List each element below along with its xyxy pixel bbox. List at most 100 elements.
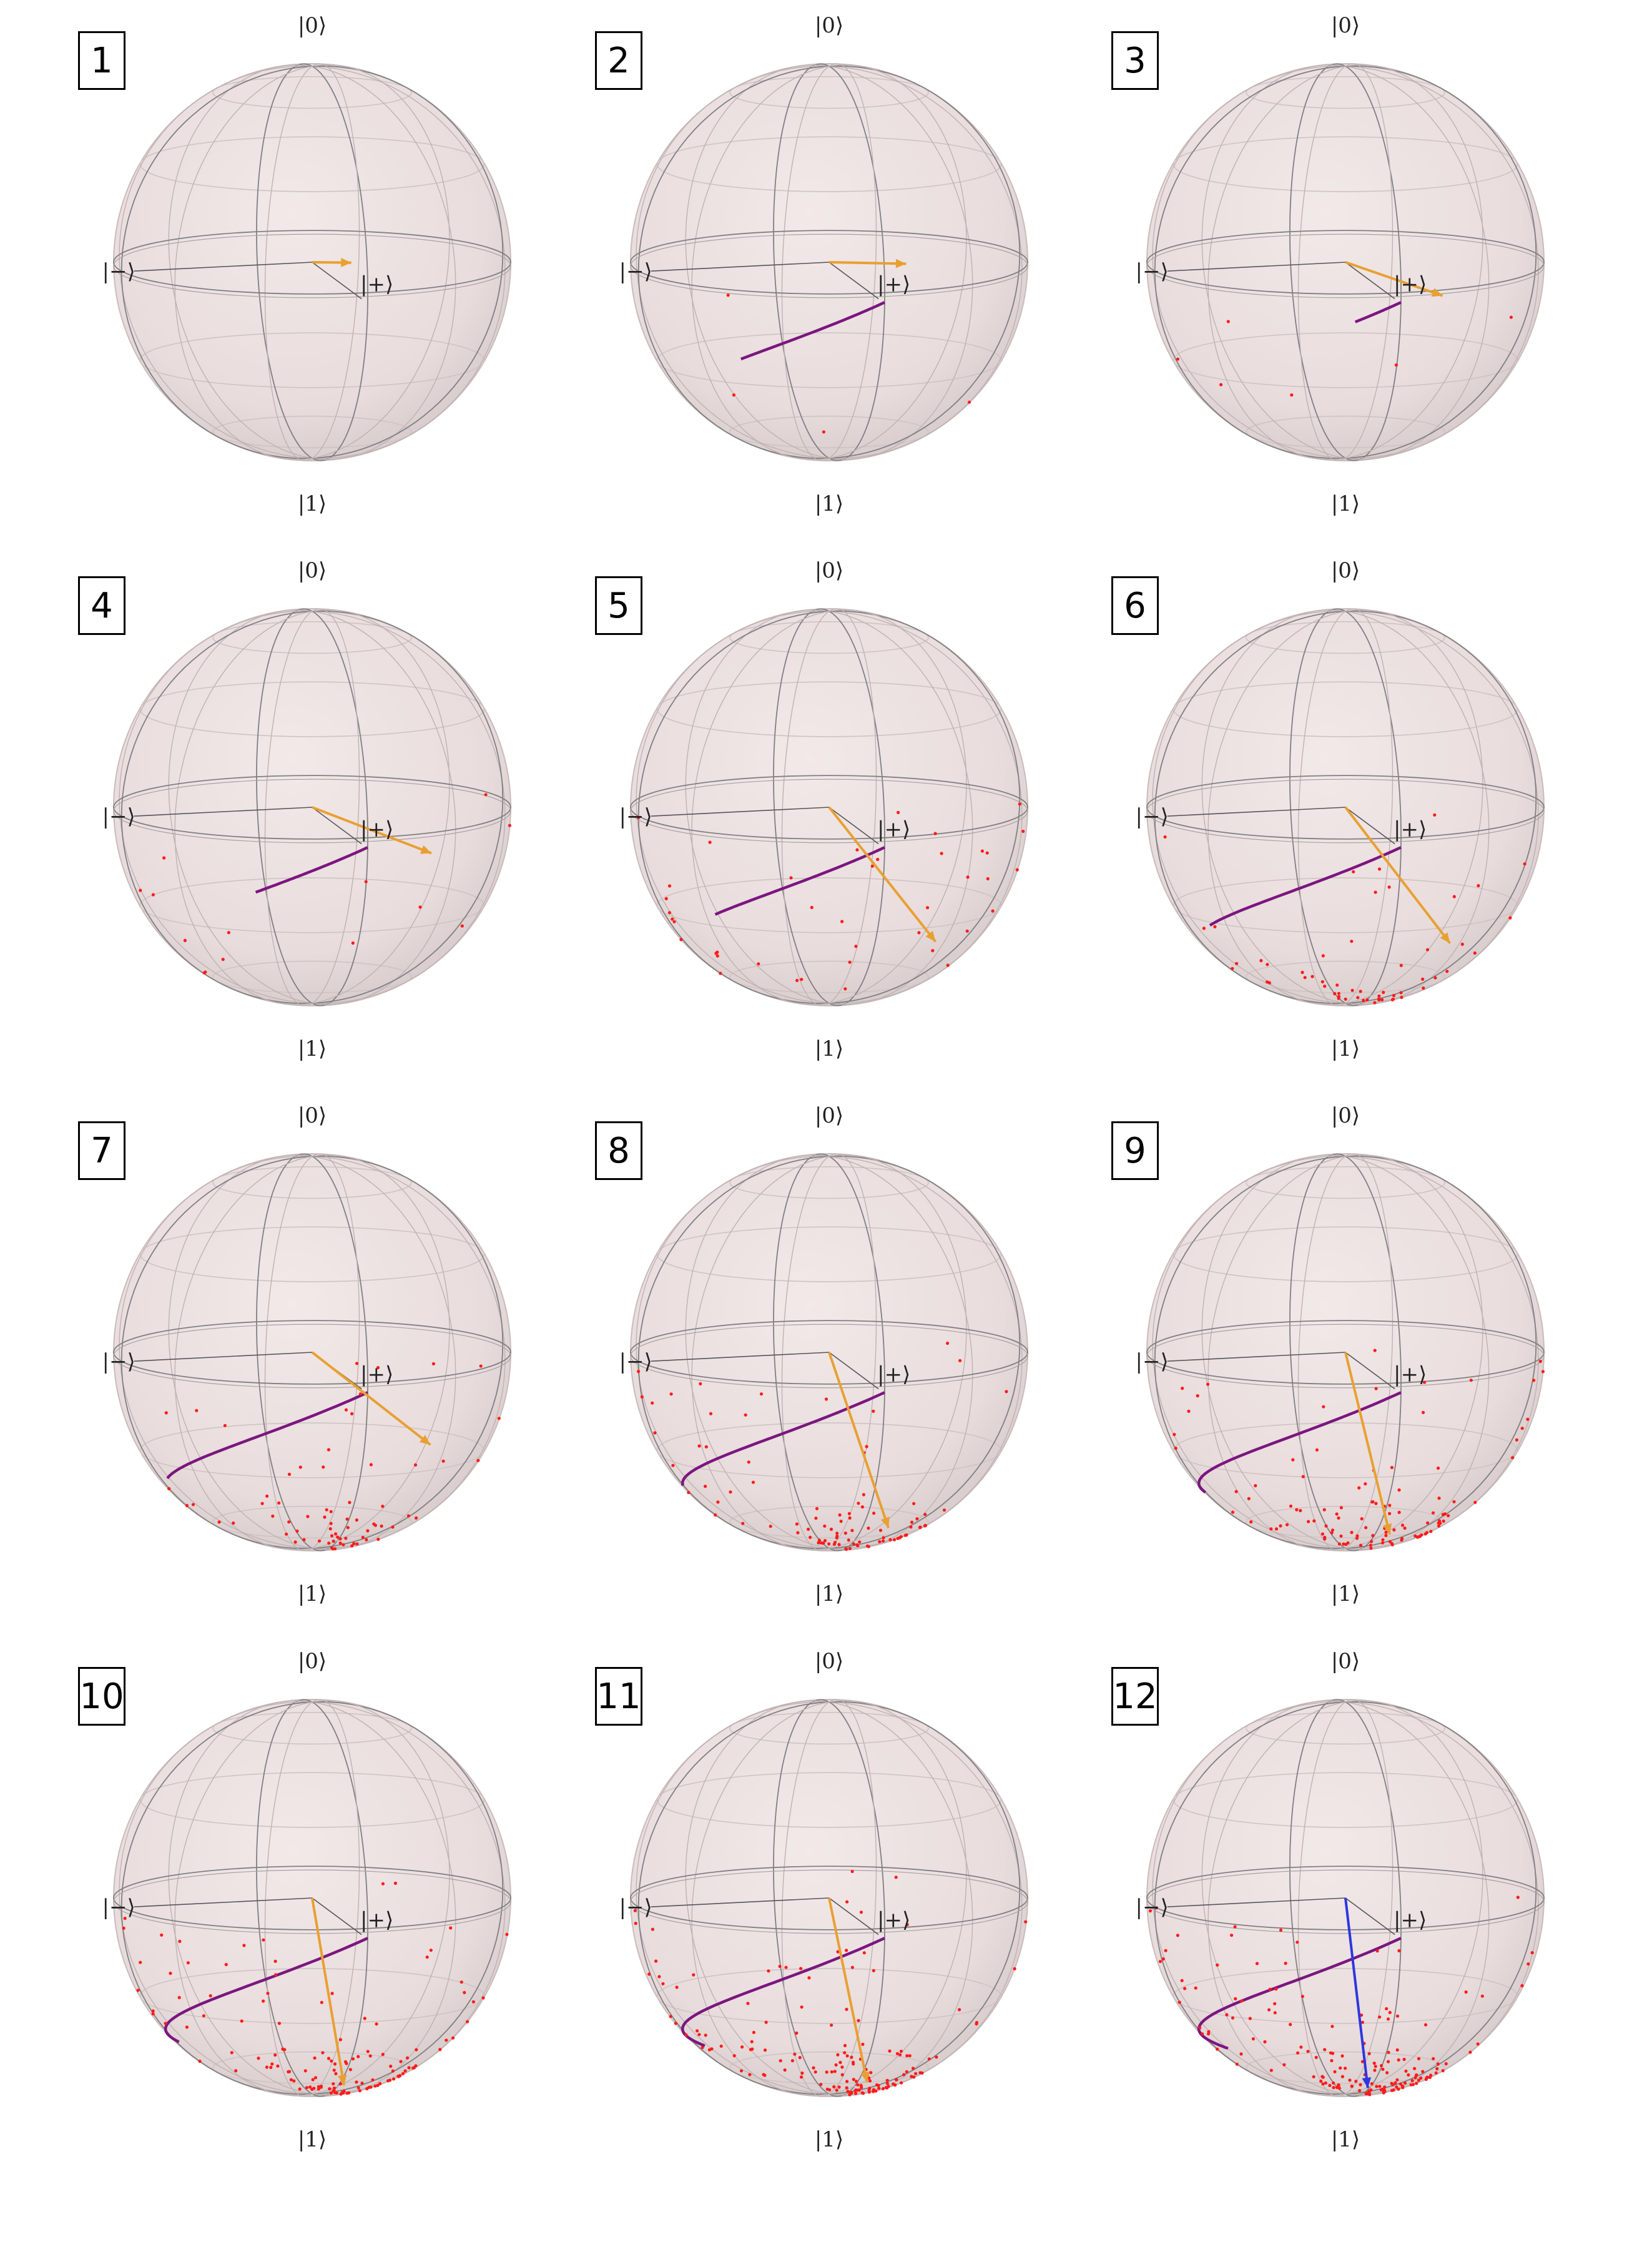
ket-minus-label: |−⟩ [1136, 259, 1169, 284]
ket-zero-label: |0⟩ [298, 558, 327, 583]
y-axis [134, 1897, 313, 1907]
bloch-panel-11: |0⟩ |1⟩ |+⟩ |−⟩ 11 [573, 1636, 1085, 2173]
sphere-grid [113, 1153, 511, 1551]
state-vector-head [860, 2071, 870, 2083]
y-axis [134, 262, 313, 272]
ket-one-label: |1⟩ [815, 1581, 843, 1606]
equator [113, 1866, 511, 1930]
state-vector [1344, 806, 1452, 945]
state-vector-head [1431, 288, 1443, 297]
bloch-sphere: |0⟩ |1⟩ |+⟩ |−⟩ [1136, 1103, 1545, 1606]
y-axis [651, 1897, 830, 1907]
ket-plus-label: |+⟩ [360, 817, 393, 842]
ket-minus-label: |−⟩ [619, 259, 652, 284]
trajectory-path [1197, 1391, 1402, 1494]
bloch-panel-4: |0⟩ |1⟩ |+⟩ |−⟩ 4 [56, 545, 568, 1082]
state-vector [828, 806, 937, 943]
x-axis [312, 1897, 362, 1935]
sample-points [1173, 1349, 1545, 1550]
x-axis [828, 262, 879, 300]
panel-index-label: 1 [78, 31, 125, 90]
ket-one-label: |1⟩ [1331, 491, 1360, 516]
ket-minus-label: |−⟩ [619, 1349, 652, 1374]
state-vector-head [1382, 1523, 1392, 1535]
sample-points [633, 1869, 1028, 2097]
bloch-sphere: |0⟩ |1⟩ |+⟩ |−⟩ [619, 1649, 1028, 2152]
ket-zero-label: |0⟩ [815, 13, 843, 38]
x-axis [1345, 1352, 1395, 1390]
ket-one-label: |1⟩ [1331, 1036, 1360, 1061]
ket-plus-label: |+⟩ [1394, 817, 1427, 842]
ket-one-label: |1⟩ [298, 1581, 327, 1606]
x-axis [828, 807, 879, 845]
ket-minus-label: |−⟩ [102, 1895, 135, 1920]
bloch-sphere: |0⟩ |1⟩ |+⟩ |−⟩ [1136, 1649, 1545, 2152]
ket-minus-label: |−⟩ [619, 1895, 652, 1920]
x-axis [828, 1897, 879, 1935]
sphere-grid [113, 63, 511, 461]
bloch-sphere: |0⟩ |1⟩ |+⟩ |−⟩ [1136, 558, 1545, 1061]
trajectory-path [255, 846, 368, 894]
x-axis [1345, 807, 1395, 845]
ket-one-label: |1⟩ [1331, 1581, 1360, 1606]
equator [630, 230, 1028, 295]
state-vector-head [1440, 932, 1450, 943]
equator [1146, 775, 1545, 840]
y-axis [651, 1352, 830, 1362]
bloch-panel-7: |0⟩ |1⟩ |+⟩ |−⟩ 7 [56, 1090, 568, 1627]
sample-points [1148, 1895, 1534, 2097]
state-vector [311, 1897, 345, 2086]
ket-one-label: |1⟩ [815, 1036, 843, 1061]
ket-one-label: |1⟩ [298, 491, 327, 516]
ket-plus-label: |+⟩ [877, 1908, 910, 1933]
panel-index-label: 8 [595, 1121, 642, 1180]
sample-points [139, 793, 512, 975]
bloch-panel-3: |0⟩ |1⟩ |+⟩ |−⟩ 3 [1089, 0, 1601, 537]
ket-zero-label: |0⟩ [815, 1103, 843, 1128]
sample-points [122, 1881, 509, 2096]
ket-minus-label: |−⟩ [102, 804, 135, 829]
bloch-sphere: |0⟩ |1⟩ |+⟩ |−⟩ [102, 1103, 511, 1606]
sample-points [726, 293, 971, 434]
equator [630, 1866, 1028, 1930]
ket-one-label: |1⟩ [298, 1036, 327, 1061]
ket-plus-label: |+⟩ [1394, 272, 1427, 297]
ket-zero-label: |0⟩ [298, 1649, 327, 1674]
trajectory-path [740, 301, 885, 361]
ket-zero-label: |0⟩ [1331, 1649, 1360, 1674]
y-axis [134, 1352, 313, 1362]
x-axis [1345, 262, 1395, 300]
bloch-sphere: |0⟩ |1⟩ |+⟩ |−⟩ [102, 13, 511, 516]
ket-minus-label: |−⟩ [102, 259, 135, 284]
equator [113, 775, 511, 840]
y-axis [1167, 807, 1346, 817]
y-axis [134, 807, 313, 817]
ket-plus-label: |+⟩ [877, 1362, 910, 1387]
panel-index-label: 7 [78, 1121, 125, 1180]
trajectory-path [164, 1937, 368, 2043]
x-axis [312, 262, 362, 300]
bloch-panel-1: |0⟩ |1⟩ |+⟩ |−⟩ 1 [56, 0, 568, 537]
y-axis [1167, 262, 1346, 272]
sample-points [1163, 813, 1527, 1005]
ket-one-label: |1⟩ [815, 491, 843, 516]
bloch-panel-12: |0⟩ |1⟩ |+⟩ |−⟩ 12 [1089, 1636, 1601, 2173]
ket-zero-label: |0⟩ [1331, 13, 1360, 38]
ket-minus-label: |−⟩ [1136, 804, 1169, 829]
bloch-sphere: |0⟩ |1⟩ |+⟩ |−⟩ [619, 1103, 1028, 1606]
bloch-panel-6: |0⟩ |1⟩ |+⟩ |−⟩ 6 [1089, 545, 1601, 1082]
ket-one-label: |1⟩ [815, 2127, 843, 2152]
ket-plus-label: |+⟩ [360, 272, 393, 297]
sample-points [164, 1362, 501, 1551]
trajectory-path [166, 1391, 368, 1480]
state-vector [311, 1351, 431, 1446]
bloch-sphere: |0⟩ |1⟩ |+⟩ |−⟩ [619, 558, 1028, 1061]
state-vector-head [1362, 2077, 1372, 2088]
sphere-grid [1146, 1153, 1545, 1551]
state-vector [1344, 1352, 1391, 1535]
ket-plus-label: |+⟩ [360, 1908, 393, 1933]
equator [113, 1320, 511, 1385]
ket-plus-label: |+⟩ [1394, 1362, 1427, 1387]
trajectory-path [714, 846, 885, 916]
